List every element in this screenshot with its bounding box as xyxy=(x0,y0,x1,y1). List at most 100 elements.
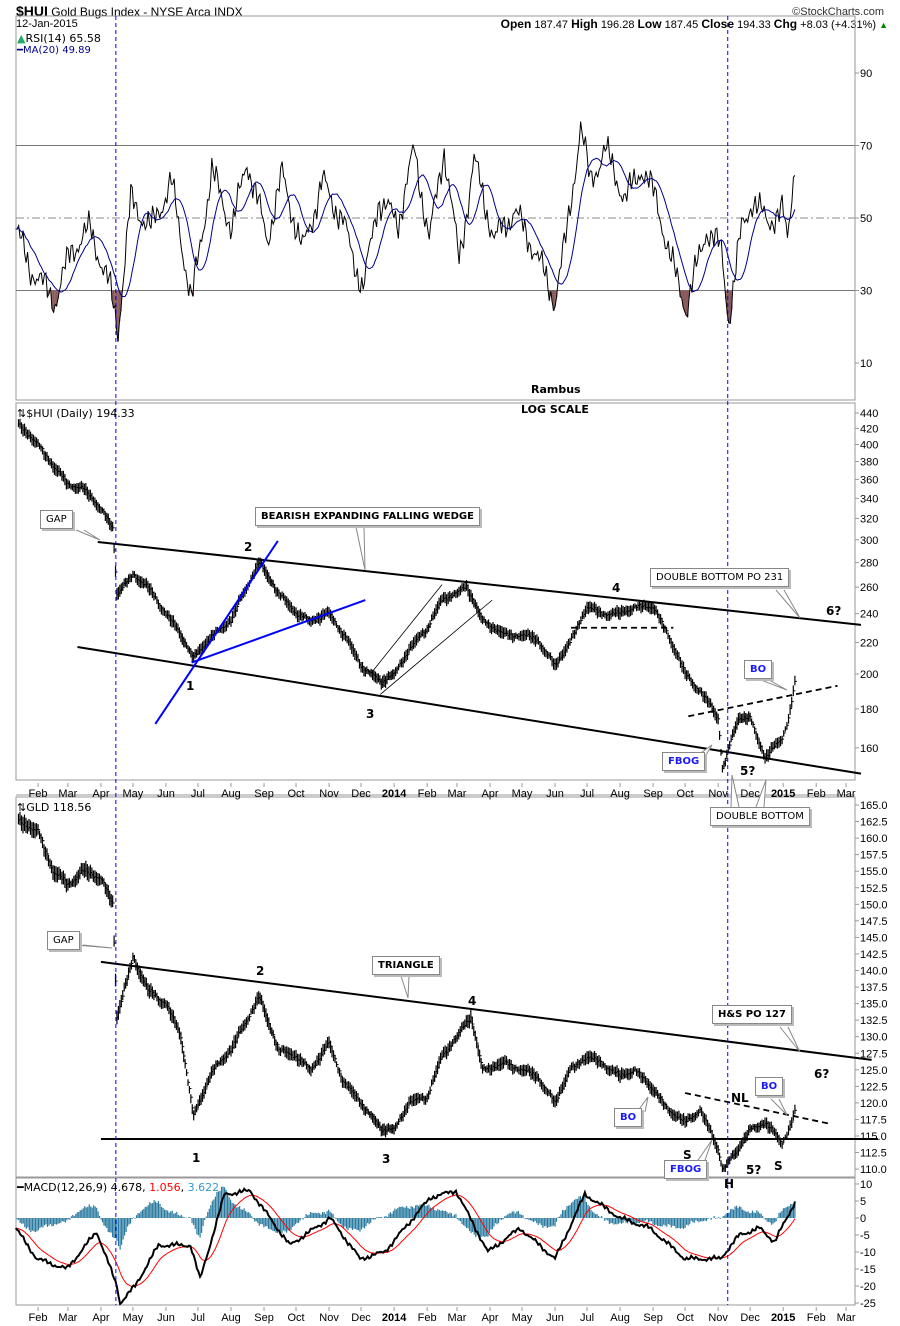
macd-x-axis-tick-label: Dec xyxy=(740,1312,760,1324)
hui-x-axis-tick-label: Feb xyxy=(807,788,826,800)
hui-x-axis-tick-label: Jul xyxy=(191,788,205,800)
hui-axis-tick-label: 340 xyxy=(860,493,878,505)
macd-axis-tick-label: 0 xyxy=(860,1213,866,1225)
hui-axis-tick-label: 260 xyxy=(860,582,878,594)
hui-x-axis-tick-label: 2015 xyxy=(771,788,795,800)
hui-x-axis-tick-label: Aug xyxy=(221,788,241,800)
macd-axis-tick-label: 10 xyxy=(860,1179,872,1191)
callout-pointer xyxy=(74,944,113,949)
hui-panel-frame xyxy=(15,402,856,781)
gap-callout: GAP xyxy=(40,510,73,529)
callout-pointer xyxy=(760,679,788,691)
gld-axis-tick-label: 110.0 xyxy=(860,1164,887,1176)
hui-x-axis-tick-label: 2014 xyxy=(382,788,407,800)
macd-x-axis-tick-label: 2014 xyxy=(382,1312,407,1324)
ma-legend-text: MA(20) 49.89 xyxy=(23,45,91,56)
hui-x-axis-tick-label: Sep xyxy=(254,788,274,800)
gld-wave-2-label: 2 xyxy=(256,964,265,978)
gld-wave-4-label: 4 xyxy=(468,994,477,1008)
hui-x-axis-tick-label: Mar xyxy=(58,788,77,800)
hui-x-axis-tick-label: Jun xyxy=(157,788,175,800)
hui-x-axis-tick-label: Mar xyxy=(837,788,856,800)
wave-6-label: 6? xyxy=(826,604,842,618)
macd-x-axis-tick-label: Sep xyxy=(254,1312,274,1324)
hui-x-axis-tick-label: Oct xyxy=(287,788,304,800)
macd-x-axis-tick-label: May xyxy=(123,1312,144,1324)
callout-pointer xyxy=(695,1139,713,1164)
gld-axis-tick-label: 147.5 xyxy=(860,916,888,928)
hui-axis-tick-label: 360 xyxy=(860,474,878,486)
gld-gap-callout: GAP xyxy=(47,931,80,950)
gld-wave-5-label: 5? xyxy=(746,1163,762,1177)
hui-x-axis-tick-label: Feb xyxy=(29,788,48,800)
gld-axis-tick-label: 112.5 xyxy=(860,1148,887,1160)
rsi-axis-tick-label: 50 xyxy=(860,213,872,225)
macd-x-axis-tick-label: Mar xyxy=(58,1312,77,1324)
macd-x-axis-tick-label: Sep xyxy=(643,1312,663,1324)
gld-wave-3-label: 3 xyxy=(382,1152,391,1166)
close-label: Close xyxy=(701,17,734,31)
hui-axis-tick-label: 320 xyxy=(860,513,878,525)
rsi-axis-tick-label: 30 xyxy=(860,286,872,298)
gld-axis-tick-label: 130.0 xyxy=(860,1032,888,1044)
hui-legend-text: $HUI (Daily) 194.33 xyxy=(26,407,135,420)
rsi-axis-tick-label: 10 xyxy=(860,358,872,370)
low-label: Low xyxy=(637,17,662,31)
hui-axis-tick-label: 160 xyxy=(860,743,878,755)
hui-x-axis-tick-label: Dec xyxy=(351,788,371,800)
gld-axis-tick-label: 165.0 xyxy=(860,800,888,812)
open-label: Open xyxy=(500,17,532,31)
rsi-legend: ▲RSI(14) 65.58 xyxy=(17,32,101,45)
gld-panel-frame xyxy=(15,796,856,1178)
hui-x-axis-tick-label: Oct xyxy=(677,788,694,800)
gld-legend-text: GLD 118.56 xyxy=(26,801,92,814)
macd-axis-tick-label: -5 xyxy=(860,1230,870,1242)
gld-axis-tick-label: 150.0 xyxy=(860,899,888,911)
price-bars-icon: ⇅ xyxy=(17,801,27,814)
low-value: 187.45 xyxy=(664,19,699,31)
macd-x-axis-tick-label: May xyxy=(512,1312,533,1324)
hui-x-axis-tick-label: Sep xyxy=(643,788,663,800)
macd-axis-tick-label: 5 xyxy=(860,1196,866,1208)
hui-x-axis-tick-label: Nov xyxy=(708,788,728,800)
chart-date: 12-Jan-2015 xyxy=(16,18,78,30)
macd-panel-frame xyxy=(15,1177,856,1306)
callout-pointer xyxy=(355,526,366,571)
bo-callout: BO xyxy=(744,660,773,679)
hui-x-axis-tick-label: Apr xyxy=(92,788,109,800)
hui-axis-tick-label: 300 xyxy=(860,535,878,547)
hui-axis-tick-label: 180 xyxy=(860,704,878,716)
gld-axis-tick-label: 160.0 xyxy=(860,833,888,845)
gld-axis-tick-label: 142.5 xyxy=(860,949,888,961)
macd-x-axis-tick-label: Aug xyxy=(221,1312,241,1324)
gld-wave-6-label: 6? xyxy=(814,1067,830,1081)
hs-po-callout: H&S PO 127 xyxy=(712,1005,792,1024)
wave-5-label: 5? xyxy=(740,764,756,778)
gld-axis-tick-label: 162.5 xyxy=(860,817,888,829)
hui-x-axis-tick-label: Jun xyxy=(546,788,564,800)
gld-axis-tick-label: 152.5 xyxy=(860,883,888,895)
gld-axis-tick-label: 155.0 xyxy=(860,866,888,878)
open-value: 187.47 xyxy=(534,19,569,31)
gld-trendline-neckline xyxy=(684,1092,832,1125)
hui-axis-tick-label: 280 xyxy=(860,558,878,570)
head-label: H xyxy=(724,1177,735,1191)
hui-x-axis-tick-label: Dec xyxy=(740,788,760,800)
gld-trendline-triangle-upper xyxy=(100,960,872,1061)
hui-x-axis-tick-label: May xyxy=(123,788,144,800)
log-scale-label: LOG SCALE xyxy=(521,403,589,416)
callout-pointer xyxy=(779,1026,801,1053)
hui-axis-tick-label: 200 xyxy=(860,669,878,681)
macd-label: MACD(12,26,9) xyxy=(23,1181,108,1194)
hui-axis-tick-label: 400 xyxy=(860,440,878,452)
hui-axis-tick-label: 420 xyxy=(860,423,878,435)
macd-x-axis-tick-label: Oct xyxy=(677,1312,694,1324)
macd-x-axis-tick-label: Nov xyxy=(319,1312,339,1324)
wave-2-label: 2 xyxy=(244,540,253,554)
gld-axis-tick-label: 125.0 xyxy=(860,1065,888,1077)
hui-axis-tick-label: 240 xyxy=(860,609,878,621)
brand: ©StockCharts.com xyxy=(792,6,884,18)
chg-label: Chg xyxy=(773,17,798,31)
gld-axis-tick-label: 132.5 xyxy=(860,1015,888,1027)
